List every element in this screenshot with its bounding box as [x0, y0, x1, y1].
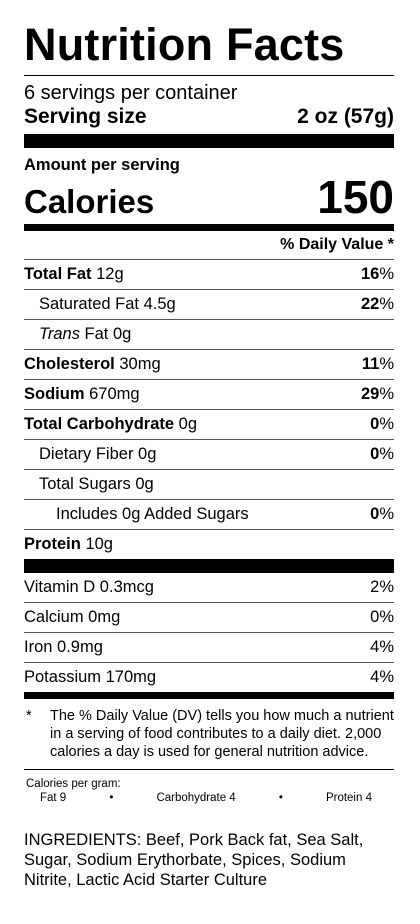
nutrient-name: Total Carbohydrate: [24, 415, 175, 433]
nutrient-amount: 12g: [96, 265, 124, 283]
vitamin-row-vitamin-d: Vitamin D 0.3mcg 2%: [24, 573, 394, 602]
nutrient-amount: 0g: [178, 415, 197, 433]
percent-sign: %: [379, 385, 394, 403]
vitamin-row-iron: Iron 0.9mg 4%: [24, 632, 394, 662]
nutrient-row-cholesterol: Cholesterol 30mg 11%: [24, 349, 394, 379]
thick-divider: [24, 559, 394, 573]
vitamin-dv: 2%: [370, 578, 394, 596]
vitamin-dv: 4%: [370, 668, 394, 686]
nutrient-dv: 0: [370, 415, 380, 433]
percent-sign: %: [379, 295, 394, 313]
serving-size-label: Serving size: [24, 105, 147, 128]
nutrient-row-dietary-fiber: Dietary Fiber 0g 0%: [24, 439, 394, 469]
vitamin-dv: 4%: [370, 638, 394, 656]
medium-divider: [24, 692, 394, 699]
nutrient-amount: 0g: [135, 475, 154, 493]
vitamin-row-calcium: Calcium 0mg 0%: [24, 602, 394, 632]
nutrient-row-sodium: Sodium 670mg 29%: [24, 379, 394, 409]
nutrient-row-saturated-fat: Saturated Fat 4.5g 22%: [24, 289, 394, 319]
calories-per-gram: Calories per gram: Fat 9 • Carbohydrate …: [24, 770, 394, 805]
calories-per-gram-values: Fat 9 • Carbohydrate 4 • Protein 4: [24, 791, 394, 805]
nutrient-dv: 22: [360, 295, 380, 313]
nutrient-name: Sodium: [24, 385, 85, 403]
calories-value: 150: [317, 171, 394, 223]
percent-sign: %: [379, 505, 394, 523]
nutrient-name: Cholesterol: [24, 355, 115, 373]
nutrient-amount: 670mg: [89, 385, 140, 403]
daily-value-footnote: * The % Daily Value (DV) tells you how m…: [24, 707, 394, 769]
vitamin-name: Calcium 0mg: [24, 608, 121, 626]
nutrient-row-total-carbohydrate: Total Carbohydrate 0g 0%: [24, 409, 394, 439]
nutrient-amount: 0g: [138, 445, 157, 463]
medium-divider: [24, 224, 394, 231]
nutrient-dv: 11: [361, 355, 380, 373]
nutrient-row-total-sugars: Total Sugars 0g: [24, 469, 394, 499]
nutrient-amount: 30mg: [119, 355, 161, 373]
nutrition-facts-panel: Nutrition Facts 6 servings per container…: [24, 18, 394, 805]
nutrient-name: Total Sugars: [39, 475, 131, 493]
nutrient-row-added-sugars: Includes 0g Added Sugars 0%: [24, 499, 394, 529]
vitamin-name: Vitamin D 0.3mcg: [24, 578, 154, 596]
footnote-text: The % Daily Value (DV) tells you how muc…: [50, 708, 394, 760]
thick-divider: [24, 134, 394, 148]
nutrient-name: Includes 0g Added Sugars: [56, 505, 249, 523]
percent-sign: %: [379, 265, 394, 283]
serving-size-row: Serving size 2 oz (57g): [24, 104, 394, 130]
nutrient-dv: 0: [370, 445, 380, 463]
nutrient-name: Trans: [39, 325, 80, 343]
protein-per-gram: Protein 4: [325, 792, 372, 804]
nutrient-name: Protein: [24, 535, 81, 553]
divider: [24, 75, 394, 76]
bullet-separator: •: [109, 792, 114, 804]
calories-label: Calories: [24, 183, 155, 220]
nutrient-dv: 0: [370, 505, 380, 523]
nutrient-amount: 4.5g: [143, 295, 176, 313]
nutrient-row-total-fat: Total Fat 12g 16%: [24, 259, 394, 289]
vitamin-name: Iron 0.9mg: [24, 638, 103, 656]
calories-per-gram-label: Calories per gram:: [26, 778, 121, 790]
daily-value-header: % Daily Value *: [280, 236, 394, 253]
label-title: Nutrition Facts: [24, 19, 345, 70]
divider: [24, 769, 394, 770]
fat-per-gram: Fat 9: [40, 792, 67, 804]
ingredients-list: INGREDIENTS: Beef, Pork Back fat, Sea Sa…: [24, 831, 364, 889]
servings-per-container: 6 servings per container: [24, 82, 238, 104]
nutrient-dv: 29: [360, 385, 380, 403]
vitamin-dv: 0%: [370, 608, 394, 626]
percent-sign: %: [379, 355, 394, 373]
carbohydrate-per-gram: Carbohydrate 4: [156, 792, 236, 804]
nutrient-dv: 16: [360, 265, 380, 283]
serving-size-value: 2 oz (57g): [297, 105, 394, 128]
nutrient-name: Total Fat: [24, 265, 92, 283]
percent-sign: %: [379, 445, 394, 463]
vitamin-name: Potassium 170mg: [24, 668, 157, 686]
nutrient-amount: 0g: [112, 325, 132, 343]
nutrient-amount: 10g: [85, 535, 113, 553]
amount-per-serving: Amount per serving: [24, 156, 180, 174]
nutrient-row-trans-fat: Trans Fat 0g: [24, 319, 394, 349]
percent-sign: %: [379, 415, 394, 433]
vitamin-row-potassium: Potassium 170mg 4%: [24, 662, 394, 692]
footnote-marker: *: [26, 708, 32, 724]
calories-row: Calories 150: [24, 174, 394, 220]
nutrient-name: Saturated Fat: [39, 295, 139, 313]
bullet-separator: •: [278, 792, 283, 804]
nutrient-name: Dietary Fiber: [39, 445, 134, 463]
nutrient-name-suffix: Fat: [84, 325, 109, 343]
nutrient-row-protein: Protein 10g: [24, 529, 394, 559]
